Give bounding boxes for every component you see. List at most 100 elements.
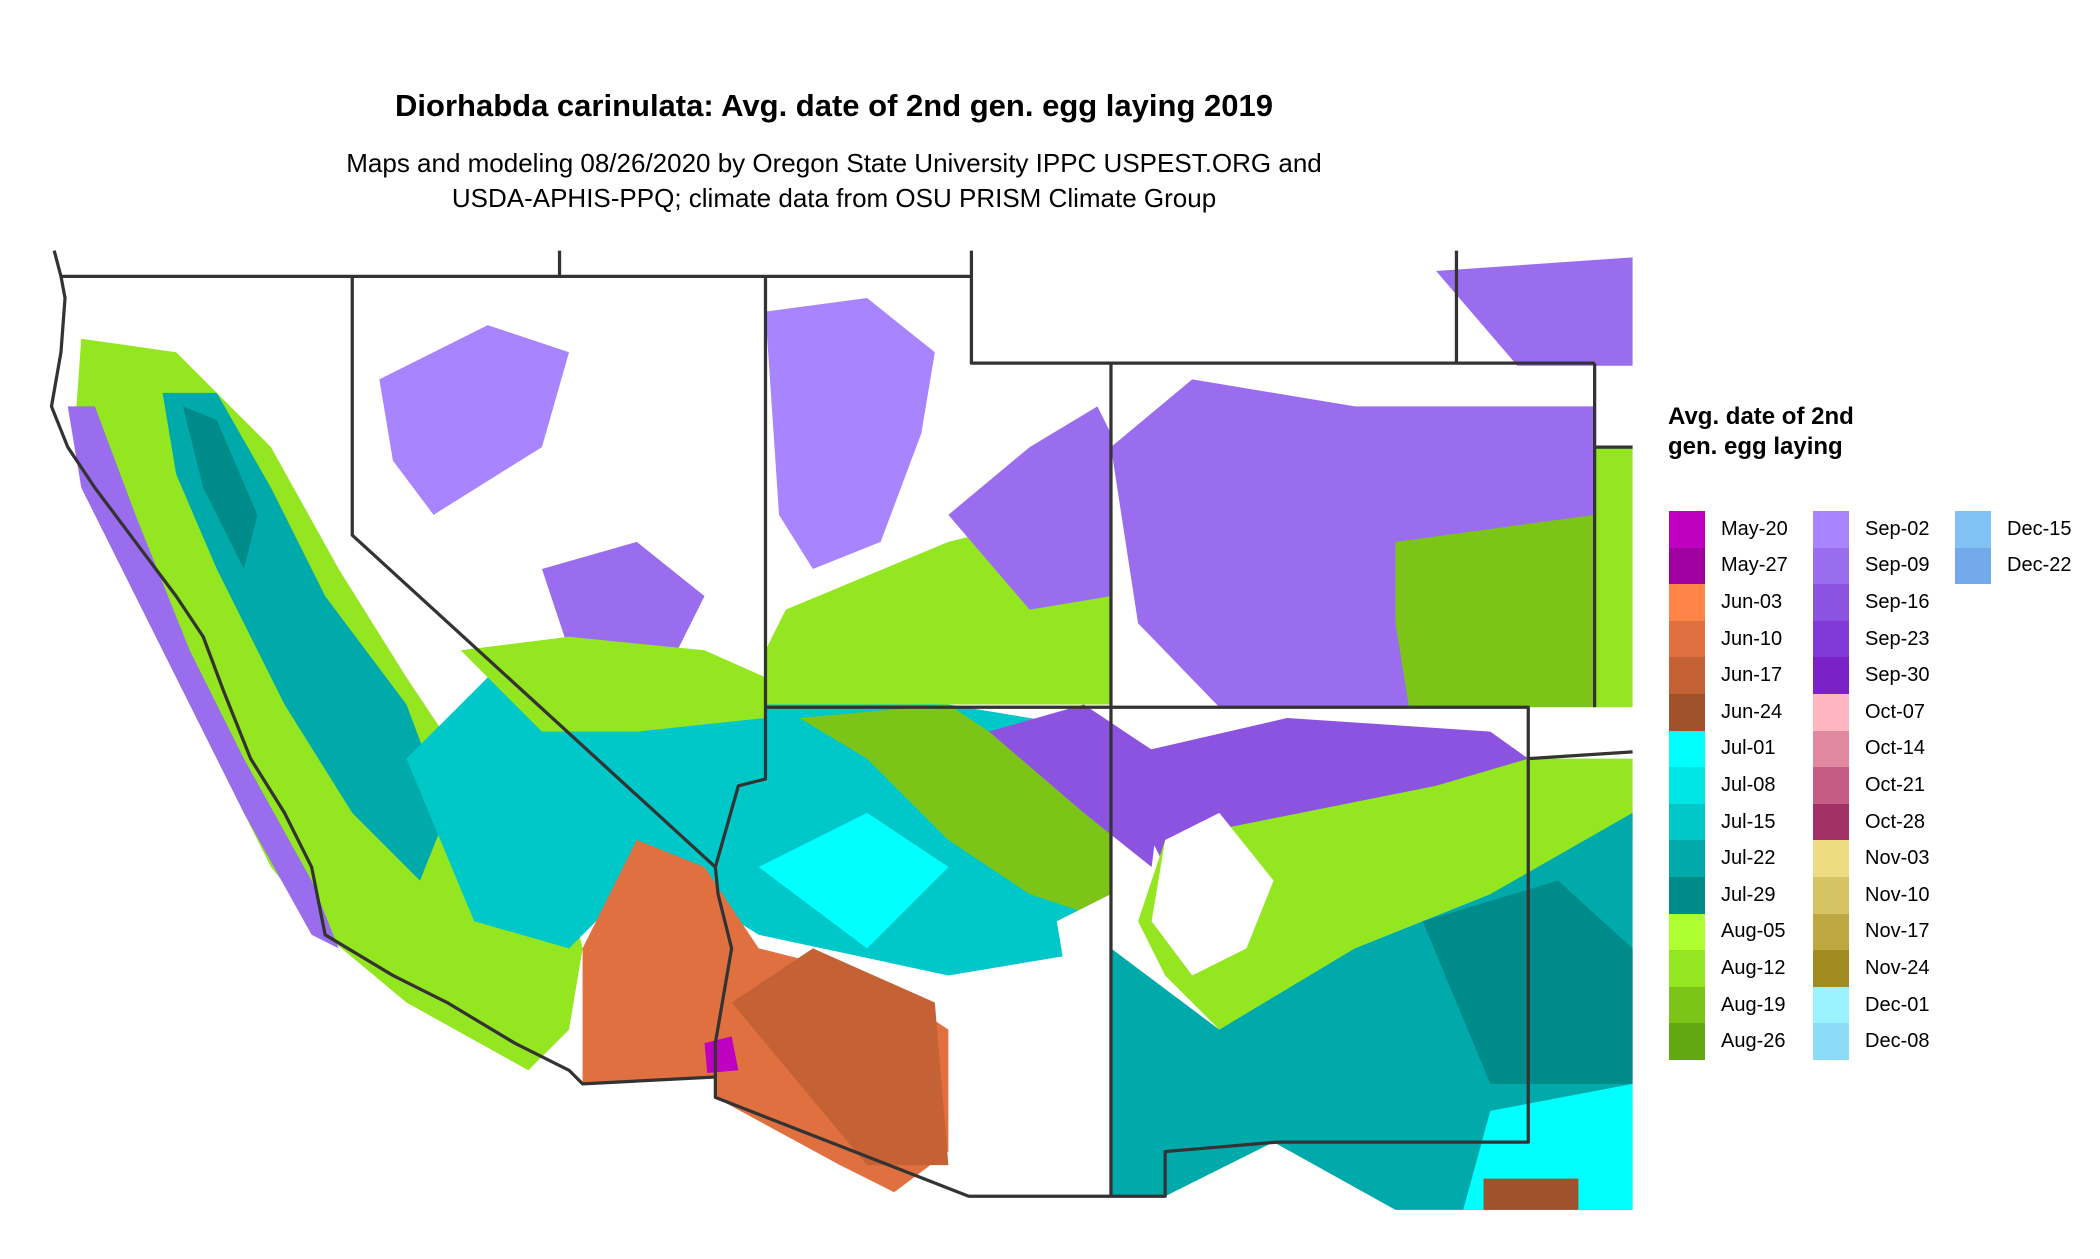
- date-region: [765, 298, 935, 570]
- legend-item: Dec-01: [1813, 986, 1930, 1024]
- legend-swatch: [1669, 694, 1705, 731]
- legend-swatch: [1813, 840, 1849, 877]
- legend-swatch: [1813, 511, 1849, 548]
- legend-label: Sep-09: [1865, 554, 1930, 577]
- legend-swatch: [1813, 584, 1849, 621]
- state-border: [350, 276, 1633, 1198]
- legend-label: Jun-10: [1721, 627, 1783, 650]
- legend-item: Oct-28: [1813, 803, 1926, 841]
- legend-label: Oct-14: [1865, 737, 1926, 760]
- legend-item: Sep-02: [1813, 511, 1930, 548]
- date-region: [758, 812, 949, 949]
- legend-swatch: [1669, 730, 1705, 768]
- date-region: [379, 325, 570, 515]
- state-border: [713, 276, 768, 868]
- legend-label: Dec-15: [2007, 517, 2072, 540]
- legend-swatch: [1813, 767, 1849, 804]
- legend-swatch: [1669, 840, 1705, 877]
- legend-item: Dec-15: [1955, 511, 2071, 548]
- legend-swatch: [1813, 877, 1849, 914]
- legend-item: Aug-19: [1669, 986, 1786, 1024]
- date-region: [948, 406, 1111, 610]
- legend-swatch: [1669, 620, 1705, 658]
- date-region: [1594, 447, 1633, 708]
- legend-swatch: [1669, 1023, 1705, 1060]
- legend-item: Nov-03: [1813, 840, 1929, 877]
- legend-label: Nov-10: [1865, 883, 1930, 906]
- legend-item: Sep-09: [1813, 547, 1930, 585]
- legend-item: Sep-30: [1813, 657, 1930, 694]
- legend-label: Nov-17: [1865, 920, 1930, 943]
- legend-swatch: [1813, 547, 1849, 585]
- legend-item: Sep-23: [1813, 620, 1930, 658]
- legend-label: Sep-16: [1865, 590, 1930, 613]
- legend-label: Aug-12: [1721, 956, 1786, 979]
- legend-item: Sep-16: [1813, 584, 1930, 621]
- date-region: [541, 541, 705, 651]
- legend-swatch: [1669, 913, 1705, 951]
- legend-label: Dec-01: [1865, 993, 1930, 1016]
- legend-item: Jun-24: [1669, 694, 1782, 731]
- legend-swatch: [1669, 803, 1705, 841]
- legend-swatch: [1813, 913, 1849, 951]
- state-border: [60, 274, 1595, 365]
- legend-label: Oct-21: [1865, 773, 1926, 796]
- legend-item: Aug-12: [1669, 950, 1786, 987]
- legend-label: Jul-15: [1721, 810, 1776, 833]
- legend-label: Nov-03: [1865, 847, 1930, 870]
- map-subtitle-line-1: Maps and modeling 08/26/2020 by Oregon S…: [346, 148, 1322, 178]
- legend-label: Oct-28: [1865, 810, 1926, 833]
- date-region: [731, 948, 949, 1166]
- legend-label: Aug-05: [1721, 920, 1786, 943]
- legend-swatch: [1669, 767, 1705, 804]
- legend-swatch: [1813, 950, 1849, 987]
- date-region: [799, 704, 1111, 922]
- legend-item: May-27: [1669, 547, 1788, 585]
- legend-swatch: [1669, 986, 1705, 1024]
- date-region: [1483, 1178, 1579, 1210]
- legend-swatch: [1813, 1023, 1849, 1060]
- legend-label: Aug-26: [1721, 1030, 1786, 1053]
- legend-label: Sep-02: [1865, 517, 1930, 540]
- legend-label: May-27: [1721, 554, 1788, 577]
- legend-item: Jul-29: [1669, 877, 1775, 914]
- date-region: [460, 636, 766, 732]
- legend-label: Jun-17: [1721, 664, 1783, 687]
- legend-label: Jun-24: [1721, 700, 1783, 723]
- map-title: Diorhabda carinulata: Avg. date of 2nd g…: [395, 88, 1273, 123]
- date-region: [1138, 758, 1633, 1030]
- legend-swatch: [1669, 511, 1705, 548]
- legend-swatch: [1669, 877, 1705, 914]
- legend-swatch: [1813, 657, 1849, 694]
- legend-swatch: [1813, 803, 1849, 841]
- legend-label: Sep-23: [1865, 627, 1930, 650]
- map-subtitle-line-2: USDA-APHIS-PPQ; climate data from OSU PR…: [451, 183, 1217, 213]
- legend-item: Aug-26: [1669, 1023, 1786, 1060]
- legend-item: Jul-22: [1669, 840, 1775, 877]
- legend-item: Jul-15: [1669, 803, 1776, 841]
- legend-item: Aug-05: [1669, 913, 1786, 951]
- legend-swatch: [1813, 986, 1849, 1024]
- no-data-region: [1056, 894, 1111, 1030]
- legend-label: Oct-07: [1865, 700, 1926, 723]
- legend-label: Dec-22: [2007, 554, 2072, 577]
- legend-label: May-20: [1721, 517, 1788, 540]
- legend-label: Dec-08: [1865, 1030, 1930, 1053]
- legend-label: Sep-30: [1865, 664, 1930, 687]
- legend-item: Dec-22: [1955, 547, 2072, 585]
- state-border: [49, 250, 716, 1086]
- legend-item: Nov-17: [1813, 913, 1930, 951]
- legend-item: Jul-01: [1669, 730, 1775, 768]
- legend-label: Aug-19: [1721, 993, 1786, 1016]
- legend-swatch: [1669, 950, 1705, 987]
- legend-item: Dec-08: [1813, 1023, 1929, 1060]
- legend-item: Jun-10: [1669, 620, 1783, 658]
- legend-label: Jul-29: [1721, 883, 1776, 906]
- legend-swatch: [1669, 584, 1705, 621]
- date-region: [989, 704, 1166, 868]
- date-region: [1463, 1083, 1633, 1210]
- date-region: [704, 1036, 739, 1073]
- date-region: [1436, 257, 1633, 366]
- legend-swatch: [1813, 730, 1849, 768]
